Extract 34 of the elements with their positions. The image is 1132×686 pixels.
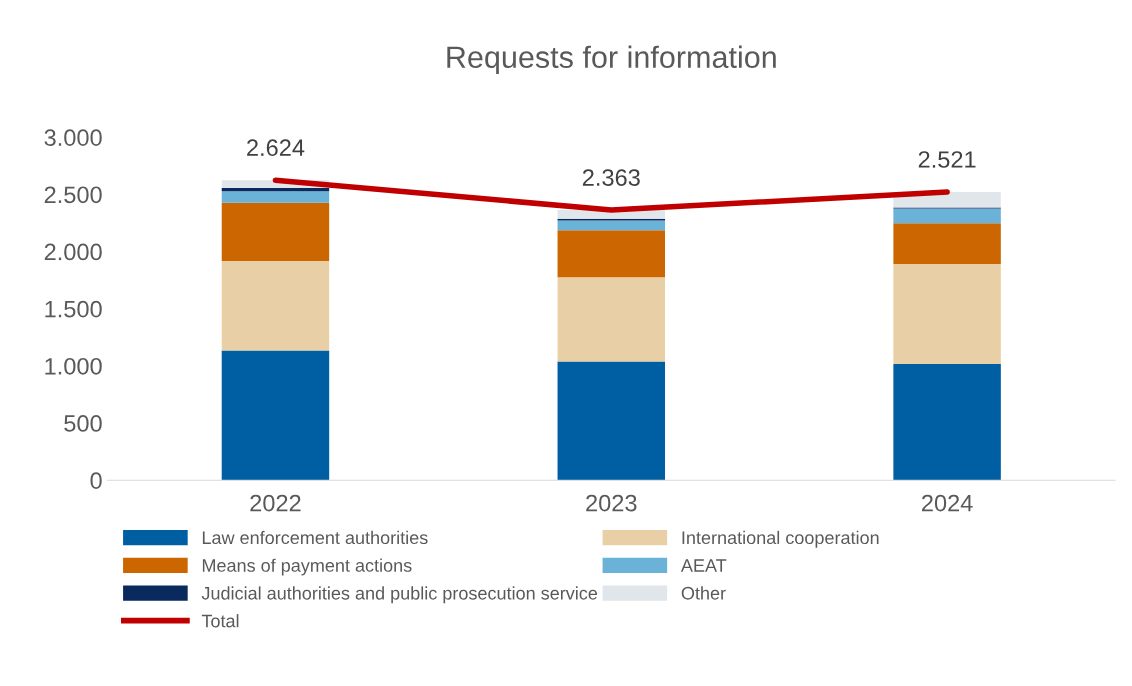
bar: [893, 363, 1001, 481]
data-label: 2.624: [247, 139, 305, 157]
bar: [557, 277, 666, 362]
y-tick-label: 1.000: [45, 357, 102, 375]
y-tick-label: 3.000: [44, 129, 102, 146]
legend-label: Means of payment actions: [202, 558, 412, 576]
y-tick-label: 2.500: [44, 186, 102, 204]
bar: [893, 223, 1001, 264]
bar: [557, 361, 666, 481]
bar: [557, 220, 666, 231]
bar: [893, 264, 1001, 364]
y-tick-label: 0: [90, 472, 102, 489]
y-tick-label: 2.000: [44, 243, 102, 261]
legend-label: International cooperation: [682, 530, 879, 548]
legend-label: Judicial authorities and public prosecution service: [201, 586, 598, 604]
bar: [221, 191, 330, 203]
bar: [221, 188, 330, 192]
bar: [221, 350, 330, 481]
y-tick-label: 1.500: [45, 300, 102, 318]
legend-label: Other: [681, 586, 726, 600]
bar: [893, 208, 1001, 224]
x-tick-label: 2022: [250, 494, 301, 512]
legend-label: Law enforcement authorities: [202, 530, 428, 545]
y-tick-label: 500: [64, 415, 102, 432]
data-label: 2.521: [918, 151, 976, 168]
data-label: 2.363: [582, 169, 640, 186]
legend-label: AEAT: [680, 559, 727, 572]
legend-label: Total: [201, 614, 239, 628]
x-tick-label: 2024: [922, 494, 973, 512]
bar: [557, 230, 666, 278]
bar: [221, 260, 330, 351]
x-tick-label: 2023: [586, 494, 637, 512]
chart-title: Requests for information: [447, 45, 776, 75]
bar: [221, 202, 330, 261]
